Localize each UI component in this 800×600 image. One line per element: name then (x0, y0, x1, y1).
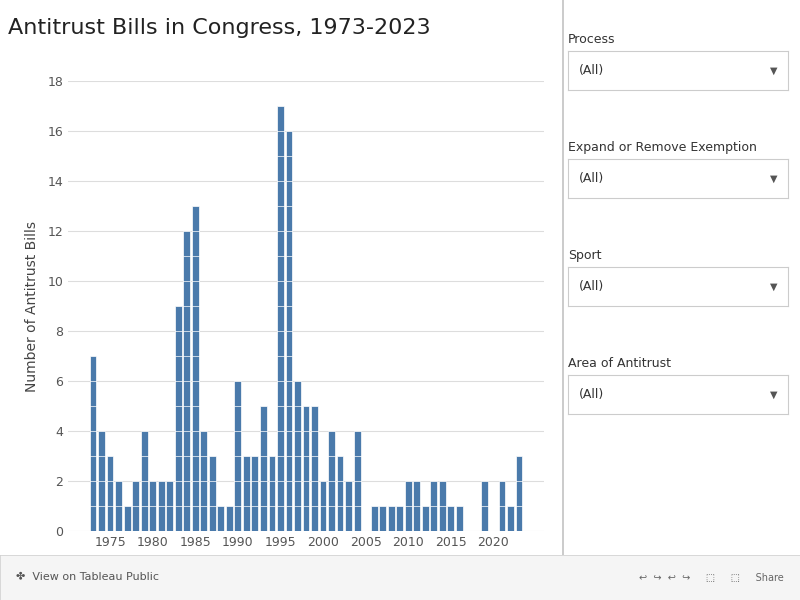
Bar (302, 406, 310, 531)
Text: Sport: Sport (568, 249, 602, 262)
Bar (175, 306, 182, 531)
Bar (379, 506, 386, 531)
Bar (183, 231, 190, 531)
Bar (158, 481, 165, 531)
Bar (337, 456, 343, 531)
Text: Antitrust Bills in Congress, 1973-2023: Antitrust Bills in Congress, 1973-2023 (8, 18, 430, 38)
Text: (All): (All) (579, 388, 604, 401)
Bar (515, 456, 522, 531)
Text: Process: Process (568, 33, 615, 46)
Bar (328, 431, 335, 531)
Bar (226, 506, 233, 531)
Bar (414, 481, 420, 531)
Bar (209, 456, 216, 531)
Bar (354, 431, 361, 531)
Bar (192, 206, 198, 531)
Bar (286, 131, 292, 531)
Bar (115, 481, 122, 531)
Bar (218, 506, 224, 531)
Text: (All): (All) (579, 280, 604, 293)
Bar (498, 481, 506, 531)
Bar (166, 481, 173, 531)
Bar (260, 406, 267, 531)
Bar (507, 506, 514, 531)
Bar (294, 381, 301, 531)
X-axis label: Year: Year (291, 557, 321, 571)
Bar (388, 506, 394, 531)
Bar (277, 106, 284, 531)
Text: ↩  ↪  ↩  ↪     ⬚     ⬚     Share: ↩ ↪ ↩ ↪ ⬚ ⬚ Share (639, 572, 784, 583)
Text: ▼: ▼ (770, 389, 777, 400)
Bar (320, 481, 326, 531)
Bar (106, 456, 114, 531)
Bar (234, 381, 242, 531)
Bar (311, 406, 318, 531)
Bar (90, 356, 97, 531)
Bar (98, 431, 105, 531)
Bar (251, 456, 258, 531)
Text: (All): (All) (579, 172, 604, 185)
Bar (430, 481, 437, 531)
Bar (269, 456, 275, 531)
Bar (439, 481, 446, 531)
Bar (132, 481, 139, 531)
Bar (370, 506, 378, 531)
Bar (141, 431, 147, 531)
Bar (396, 506, 403, 531)
Bar (124, 506, 130, 531)
Bar (482, 481, 488, 531)
Text: ▼: ▼ (770, 281, 777, 292)
Text: Area of Antitrust: Area of Antitrust (568, 357, 671, 370)
Bar (243, 456, 250, 531)
Bar (150, 481, 156, 531)
Text: ✤  View on Tableau Public: ✤ View on Tableau Public (16, 572, 159, 583)
Bar (405, 481, 412, 531)
Y-axis label: Number of Antitrust Bills: Number of Antitrust Bills (25, 220, 39, 391)
Text: ▼: ▼ (770, 65, 777, 76)
Text: Expand or Remove Exemption: Expand or Remove Exemption (568, 141, 757, 154)
Text: (All): (All) (579, 64, 604, 77)
Bar (345, 481, 352, 531)
Text: ▼: ▼ (770, 173, 777, 184)
Bar (422, 506, 429, 531)
Bar (447, 506, 454, 531)
Bar (200, 431, 207, 531)
Bar (456, 506, 462, 531)
